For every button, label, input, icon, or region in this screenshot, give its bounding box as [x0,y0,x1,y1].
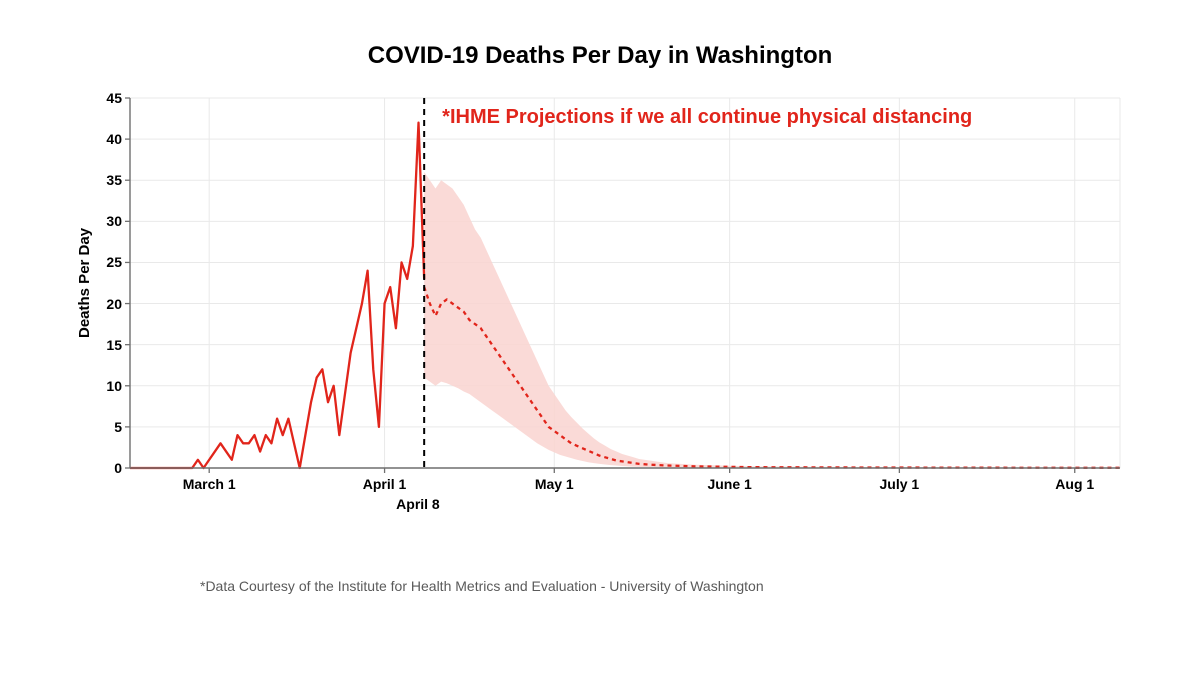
y-tick-label: 10 [106,378,122,394]
y-tick-label: 15 [106,337,122,353]
y-tick-label: 20 [106,296,122,312]
x-tick-label: March 1 [169,476,249,492]
y-tick-label: 40 [106,131,122,147]
x-tick-label: April 1 [345,476,425,492]
projection-annotation: *IHME Projections if we all continue phy… [442,106,972,129]
y-tick-label: 30 [106,213,122,229]
y-tick-label: 5 [114,419,122,435]
x-tick-label: May 1 [514,476,594,492]
data-source-footnote: *Data Courtesy of the Institute for Heal… [200,578,764,594]
x-tick-label: July 1 [859,476,939,492]
x-tick-label: Aug 1 [1035,476,1115,492]
y-tick-label: 25 [106,254,122,270]
y-tick-label: 45 [106,90,122,106]
y-tick-label: 35 [106,172,122,188]
divider-date-label: April 8 [396,496,440,512]
y-tick-label: 0 [114,460,122,476]
y-axis-label: Deaths Per Day [76,228,93,338]
page-root: COVID-19 Deaths Per Day in Washington De… [0,0,1200,675]
chart-canvas [0,0,1200,675]
x-tick-label: June 1 [690,476,770,492]
